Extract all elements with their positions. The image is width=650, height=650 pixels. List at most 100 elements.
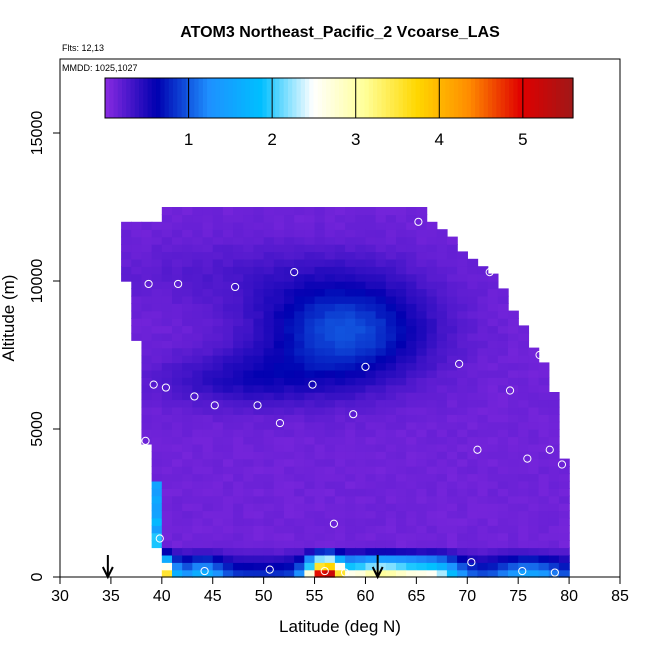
heatmap-cell: [324, 473, 336, 482]
heatmap-cell: [396, 251, 407, 260]
heatmap-cell: [314, 214, 326, 223]
heatmap-cell: [192, 547, 204, 556]
heatmap-cell: [508, 488, 519, 497]
heatmap-cell: [182, 569, 194, 578]
heatmap-cell: [345, 310, 356, 319]
heatmap-cell: [294, 466, 306, 475]
heatmap-cell: [538, 399, 550, 408]
heatmap-cell: [538, 562, 550, 571]
heatmap-cell: [243, 244, 255, 253]
heatmap-cell: [284, 325, 295, 334]
heatmap-cell: [334, 258, 346, 267]
heatmap-cell: [131, 273, 143, 282]
heatmap-cell: [538, 540, 550, 549]
heatmap-cell: [263, 355, 275, 364]
heatmap-cell: [304, 229, 316, 238]
heatmap-cell: [151, 310, 163, 319]
heatmap-cell: [436, 369, 448, 378]
heatmap-cell: [172, 525, 183, 534]
heatmap-cell: [212, 451, 224, 460]
heatmap-cell: [436, 525, 448, 534]
heatmap-cell: [416, 325, 428, 334]
heatmap-cell: [263, 214, 275, 223]
heatmap-cell: [508, 414, 519, 423]
heatmap-cell: [161, 288, 173, 297]
heatmap-cell: [294, 547, 306, 556]
heatmap-cell: [365, 421, 377, 430]
heatmap-cell: [202, 569, 214, 578]
heatmap-cell: [243, 266, 255, 275]
heatmap-cell: [426, 466, 438, 475]
heatmap-cell: [548, 503, 560, 512]
heatmap-cell: [416, 406, 428, 415]
heatmap-cell: [304, 310, 316, 319]
heatmap-cell: [467, 510, 479, 519]
heatmap-cell: [436, 266, 448, 275]
heatmap-cell: [304, 318, 316, 327]
heatmap-cell: [273, 562, 285, 571]
heatmap-cell: [426, 369, 438, 378]
heatmap-cell: [172, 392, 183, 401]
heatmap-cell: [528, 421, 540, 430]
heatmap-cell: [202, 421, 214, 430]
heatmap-cell: [243, 384, 255, 393]
heatmap-cell: [284, 569, 295, 578]
colorbar-swatch: [177, 78, 183, 118]
heatmap-cell: [141, 347, 153, 356]
heatmap-cell: [121, 266, 132, 275]
heatmap-cell: [446, 480, 458, 489]
heatmap-cell: [518, 451, 530, 460]
heatmap-cell: [334, 540, 346, 549]
heatmap-cell: [528, 495, 540, 504]
heatmap-cell: [396, 495, 407, 504]
colorbar-swatch: [343, 78, 349, 118]
heatmap-cell: [345, 466, 356, 475]
heatmap-cell: [518, 525, 530, 534]
heatmap-cell: [416, 384, 428, 393]
heatmap-cell: [436, 480, 448, 489]
heatmap-cell: [192, 414, 204, 423]
heatmap-cell: [212, 525, 224, 534]
colorbar-swatch: [492, 78, 498, 118]
heatmap-cell: [243, 451, 255, 460]
heatmap-cell: [396, 458, 407, 467]
heatmap-cell: [375, 273, 387, 282]
heatmap-cell: [334, 488, 346, 497]
heatmap-cell: [192, 451, 204, 460]
heatmap-cell: [457, 310, 468, 319]
colorbar-swatch: [198, 78, 204, 118]
heatmap-cell: [192, 325, 204, 334]
heatmap-cell: [284, 517, 295, 526]
heatmap-cell: [467, 318, 479, 327]
heatmap-cell: [518, 421, 530, 430]
heatmap-cell: [365, 510, 377, 519]
heatmap-cell: [487, 540, 499, 549]
heatmap-cell: [222, 399, 234, 408]
heatmap-cell: [508, 525, 519, 534]
heatmap-cell: [334, 458, 346, 467]
heatmap-cell: [284, 436, 295, 445]
heatmap-cell: [446, 362, 458, 371]
heatmap-cell: [151, 451, 163, 460]
colorbar-swatch: [547, 78, 553, 118]
heatmap-cell: [334, 569, 346, 578]
heatmap-cell: [273, 266, 285, 275]
heatmap-cell: [528, 406, 540, 415]
heatmap-cell: [202, 310, 214, 319]
heatmap-cell: [416, 547, 428, 556]
heatmap-cell: [446, 466, 458, 475]
heatmap-cell: [497, 451, 509, 460]
colorbar-swatch: [356, 78, 361, 118]
heatmap-cell: [284, 406, 295, 415]
heatmap-cell: [467, 562, 479, 571]
heatmap-cell: [273, 347, 285, 356]
heatmap-cell: [314, 207, 326, 216]
heatmap-cell: [426, 362, 438, 371]
colorbar-swatch: [509, 78, 515, 118]
heatmap-cell: [253, 562, 265, 571]
heatmap-cell: [131, 251, 143, 260]
heatmap-cell: [406, 554, 418, 563]
heatmap-cell: [294, 473, 306, 482]
heatmap-cell: [161, 525, 173, 534]
heatmap-cell: [253, 214, 265, 223]
